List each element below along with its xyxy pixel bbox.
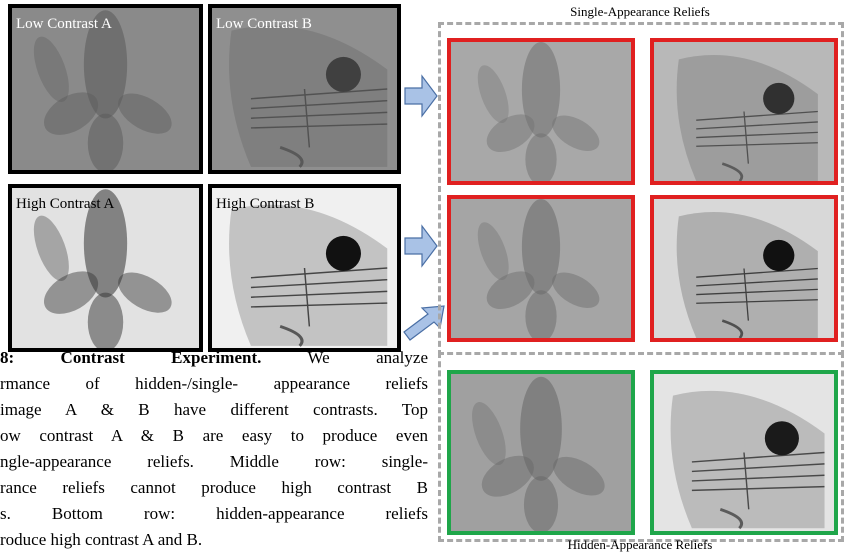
relief [650,370,838,535]
input-image: Low Contrast B [208,4,401,174]
label: Low Contrast B [216,16,312,33]
violin [654,374,834,531]
caption-heading: 8: Contrast Experiment. [0,348,261,367]
flower [451,42,631,181]
input-image: Low Contrast A [8,4,203,174]
caption-line: ngle-appearance reliefs. Middle row: sin… [0,452,428,472]
label: High Contrast A [16,196,114,213]
relief [447,38,635,185]
caption-line: image A & B have different contrasts. To… [0,400,428,420]
relief [447,195,635,342]
relief [447,370,635,535]
caption-line: rance reliefs cannot produce high contra… [0,478,428,498]
label: Low Contrast A [16,16,112,33]
violin [654,42,834,181]
single-title: Single-Appearance Reliefs [438,4,842,20]
input-image: High Contrast B [208,184,401,352]
hidden-title: Hidden-Appearance Reliefs [438,537,842,553]
label: High Contrast B [216,196,314,213]
relief [650,195,838,342]
caption-text: We analyze [307,348,428,367]
caption-line: ow contrast A & B are easy to produce ev… [0,426,428,446]
flower [451,374,631,531]
relief [650,38,838,185]
caption-line: roduce high contrast A and B. [0,530,428,550]
caption-line: rmance of hidden-/single- appearance rel… [0,374,428,394]
flower [451,199,631,338]
violin [654,199,834,338]
figure: Low Contrast A Low Contrast B High Contr… [0,0,844,553]
caption-line: s. Bottom row: hidden-appearance reliefs [0,504,428,524]
caption-line: 8: Contrast Experiment. We analyze [0,348,428,368]
input-image: High Contrast A [8,184,203,352]
